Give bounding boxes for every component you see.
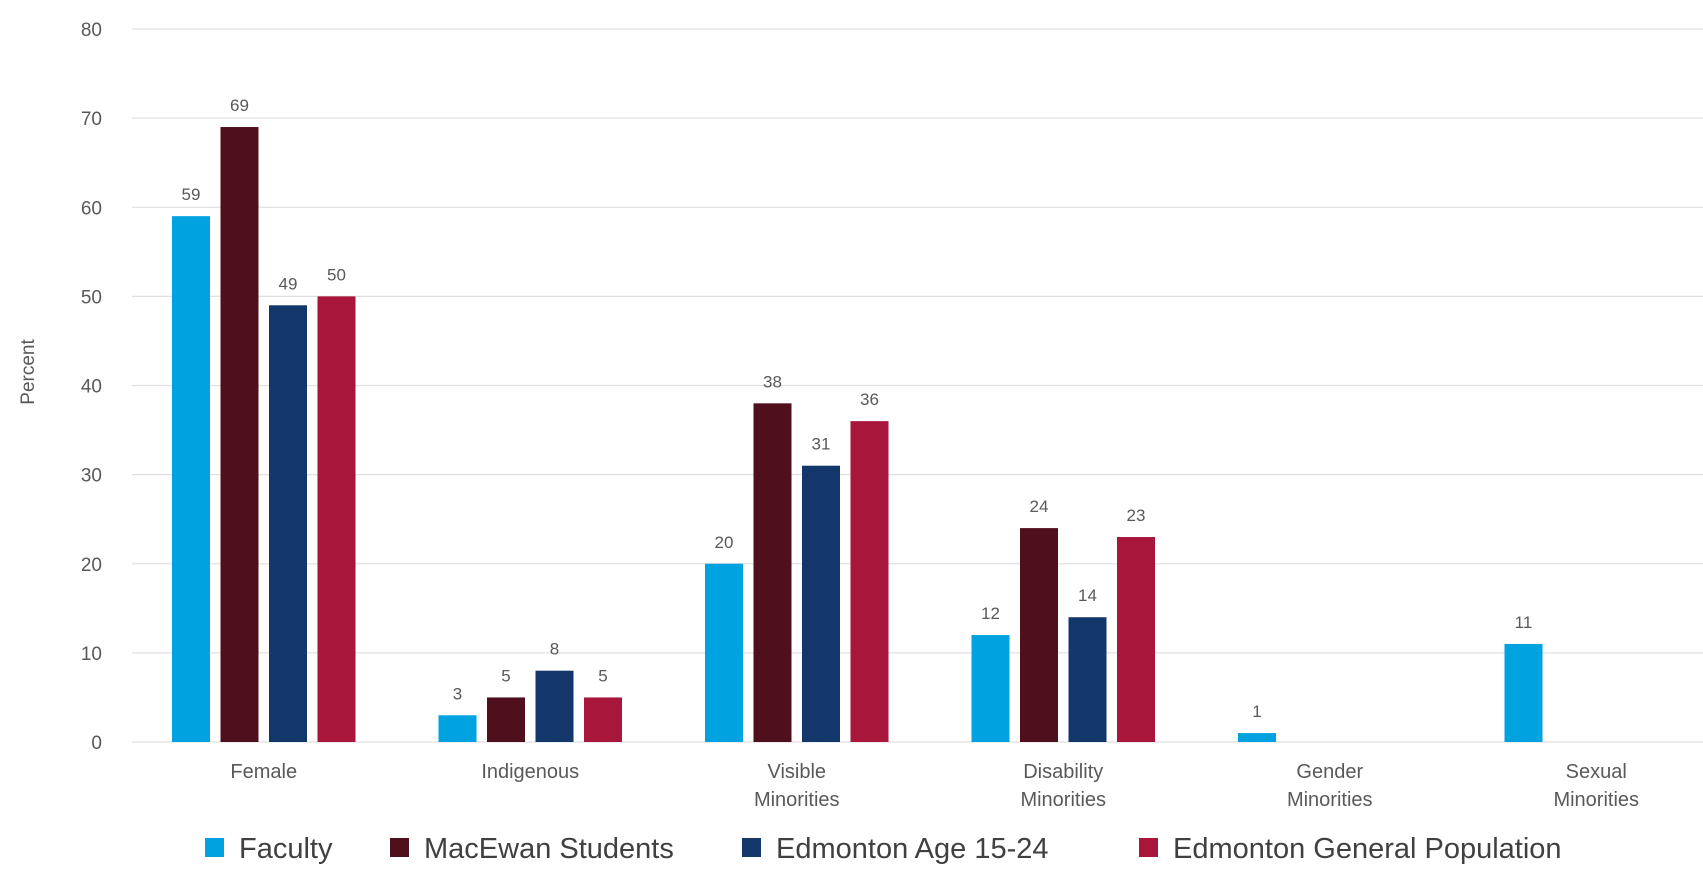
bar [317, 296, 356, 742]
bar [1117, 537, 1155, 742]
data-label: 14 [1078, 586, 1097, 605]
data-label: 23 [1127, 506, 1146, 525]
y-tick-label: 50 [81, 287, 102, 308]
bars [172, 127, 1543, 743]
bar [172, 216, 210, 743]
category-label: Female [230, 761, 297, 783]
y-tick-label: 70 [81, 109, 102, 130]
data-label: 20 [715, 533, 734, 552]
legend-swatch [1139, 838, 1158, 857]
data-label: 5 [598, 666, 607, 685]
data-label: 50 [327, 265, 346, 284]
data-label: 38 [763, 372, 782, 391]
data-label: 31 [812, 435, 831, 454]
data-label: 69 [230, 96, 249, 115]
bar [269, 305, 307, 742]
category-label: Visible Minorities [754, 761, 840, 811]
data-label: 36 [860, 390, 879, 409]
y-tick-label: 10 [81, 644, 102, 665]
data-label: 8 [550, 640, 559, 659]
bar [438, 715, 477, 742]
legend-swatch [205, 838, 224, 857]
bar [802, 465, 840, 742]
legend-label: MacEwan Students [424, 833, 674, 865]
legend-label: Edmonton General Population [1173, 833, 1562, 865]
data-label: 59 [182, 185, 201, 204]
category-label: Indigenous [481, 761, 579, 783]
legend-label: Faculty [239, 833, 333, 865]
bar [753, 403, 792, 742]
bar [1020, 528, 1058, 742]
legend-label: Edmonton Age 15-24 [776, 833, 1048, 865]
y-tick-label: 80 [81, 20, 102, 41]
legend-swatch [742, 838, 761, 857]
y-axis-title: Percent [18, 339, 39, 405]
legend: Faculty MacEwan Students Edmonton Age 15-2… [205, 833, 1562, 865]
data-label: 3 [453, 684, 462, 703]
bar [1068, 617, 1107, 742]
y-tick-label: 20 [81, 555, 102, 576]
data-label: 11 [1515, 613, 1533, 632]
y-axis-ticks: 0 10 20 30 40 50 60 70 80 [81, 20, 102, 754]
y-tick-label: 40 [81, 377, 102, 398]
x-axis-categories: Female Indigenous Visible Minorities Disabil… [230, 761, 1639, 811]
y-tick-label: 30 [81, 466, 102, 487]
data-label: 24 [1030, 497, 1049, 516]
bar [584, 697, 622, 742]
category-label: Gender Minorities [1287, 761, 1373, 811]
category-label: Sexual Minorities [1553, 761, 1639, 811]
legend-swatch [390, 838, 409, 857]
bar [850, 421, 889, 742]
data-label: 1 [1252, 702, 1261, 721]
bar [971, 635, 1010, 742]
data-label: 12 [981, 604, 1000, 623]
data-label: 49 [279, 274, 298, 293]
y-tick-label: 60 [81, 198, 102, 219]
bar [1238, 733, 1276, 742]
bar [705, 563, 743, 742]
bar [220, 127, 259, 743]
data-label: 5 [501, 666, 510, 685]
y-tick-label: 0 [91, 733, 102, 754]
bar [487, 697, 525, 742]
category-label: Disability Minorities [1020, 761, 1106, 811]
bar [535, 670, 574, 742]
gridlines [132, 28, 1703, 743]
bar [1504, 643, 1543, 742]
